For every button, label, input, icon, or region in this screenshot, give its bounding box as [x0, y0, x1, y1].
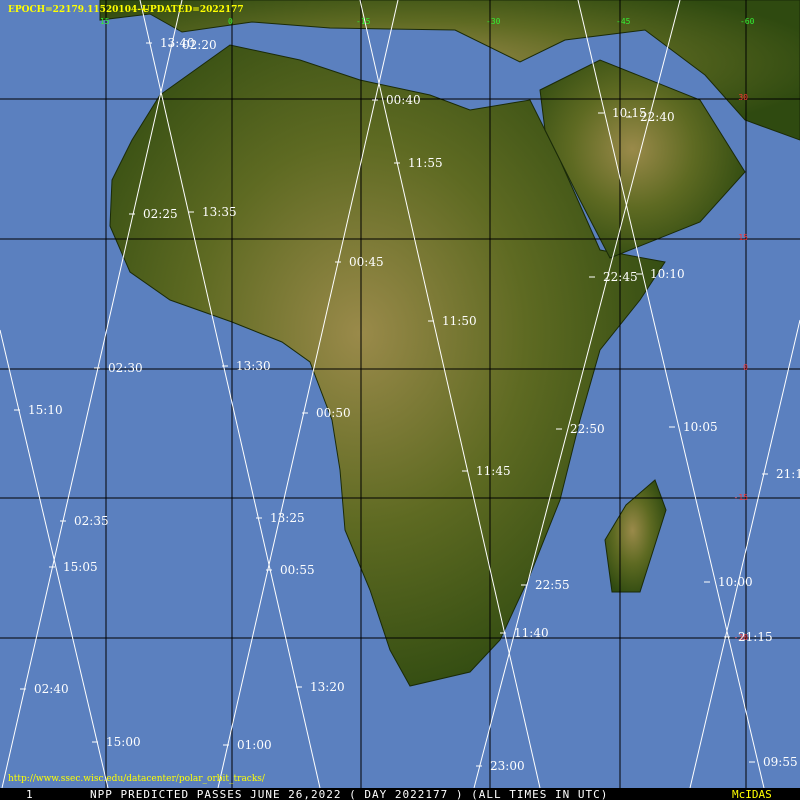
software: McIDAS: [732, 788, 772, 800]
frame-number: 1: [26, 788, 34, 800]
latitude-label: -15: [734, 493, 749, 502]
latitude-label: 15: [738, 233, 748, 242]
pass-time: 10:05: [683, 420, 718, 434]
pass-time: 02:35: [74, 514, 109, 528]
arabia: [539, 59, 746, 259]
pass-time: 10:15: [612, 106, 647, 120]
pass-time: 22:40: [640, 110, 675, 124]
orbit-track: [577, 0, 765, 789]
pass-time: 21:15: [738, 630, 773, 644]
pass-time: 11:50: [442, 314, 477, 328]
orbit-track: [0, 329, 109, 789]
pass-time: 11:45: [476, 464, 511, 478]
pass-time: 21:1: [776, 467, 800, 481]
land: [99, 0, 800, 687]
latitude-label: 30: [738, 93, 748, 102]
pass-time: 13:20: [310, 680, 345, 694]
pass-time: 22:55: [535, 578, 570, 592]
orbit-track: [473, 0, 681, 789]
latitude-label: -30: [734, 633, 749, 642]
pass-time: 22:45: [603, 270, 638, 284]
pass-time: 00:50: [316, 406, 351, 420]
pass-time: 11:40: [514, 626, 549, 640]
pass-time: 02:40: [34, 682, 69, 696]
longitude-label: 15: [100, 17, 110, 26]
pass-time: 13:35: [202, 205, 237, 219]
pass-time: 02:25: [143, 207, 178, 221]
pass-time: 00:55: [280, 563, 315, 577]
pass-time: 15:10: [28, 403, 63, 417]
pass-time: 02:30: [108, 361, 143, 375]
pass-time: 11:55: [408, 156, 443, 170]
pass-time: 13:30: [236, 359, 271, 373]
footer-title: NPP PREDICTED PASSES JUNE 26,2022 ( DAY …: [90, 788, 608, 800]
pass-time: 00:40: [386, 93, 421, 107]
footer-bar: [0, 788, 800, 800]
pass-time: 22:50: [570, 422, 605, 436]
pass-time: 09:55: [763, 755, 798, 769]
pass-time: 10:10: [650, 267, 685, 281]
pass-time: 13:25: [270, 511, 305, 525]
orbit-track: [359, 0, 541, 789]
epoch: EPOCH=22179.11520104---: [8, 5, 149, 15]
pass-time: 01:00: [237, 738, 272, 752]
pass-time: 00:45: [349, 255, 384, 269]
longitude-label: 0: [228, 17, 233, 26]
pass-time: 10:00: [718, 575, 753, 589]
orbit-track: [139, 0, 321, 789]
orbit-track: [1, 0, 183, 789]
longitude-label: -60: [740, 17, 755, 26]
longitude-label: -15: [356, 17, 371, 26]
pass-time: 23:00: [490, 759, 525, 773]
longitude-label: -45: [616, 17, 631, 26]
longitude-label: -30: [486, 17, 501, 26]
pass-time: 15:00: [106, 735, 141, 749]
updated: UPDATED=2022177: [142, 5, 244, 15]
pass-time: 15:05: [63, 560, 98, 574]
latitude-label: 0: [743, 363, 748, 372]
africa: [109, 44, 666, 687]
pass-time: 13:40: [160, 36, 195, 50]
source-url: http://www.ssec.wisc.edu/datacenter/pola…: [8, 774, 266, 784]
europe: [99, 0, 800, 141]
pass-time: 02:20: [182, 38, 217, 52]
orbit-track: [217, 0, 399, 789]
orbit-track: [689, 319, 800, 789]
